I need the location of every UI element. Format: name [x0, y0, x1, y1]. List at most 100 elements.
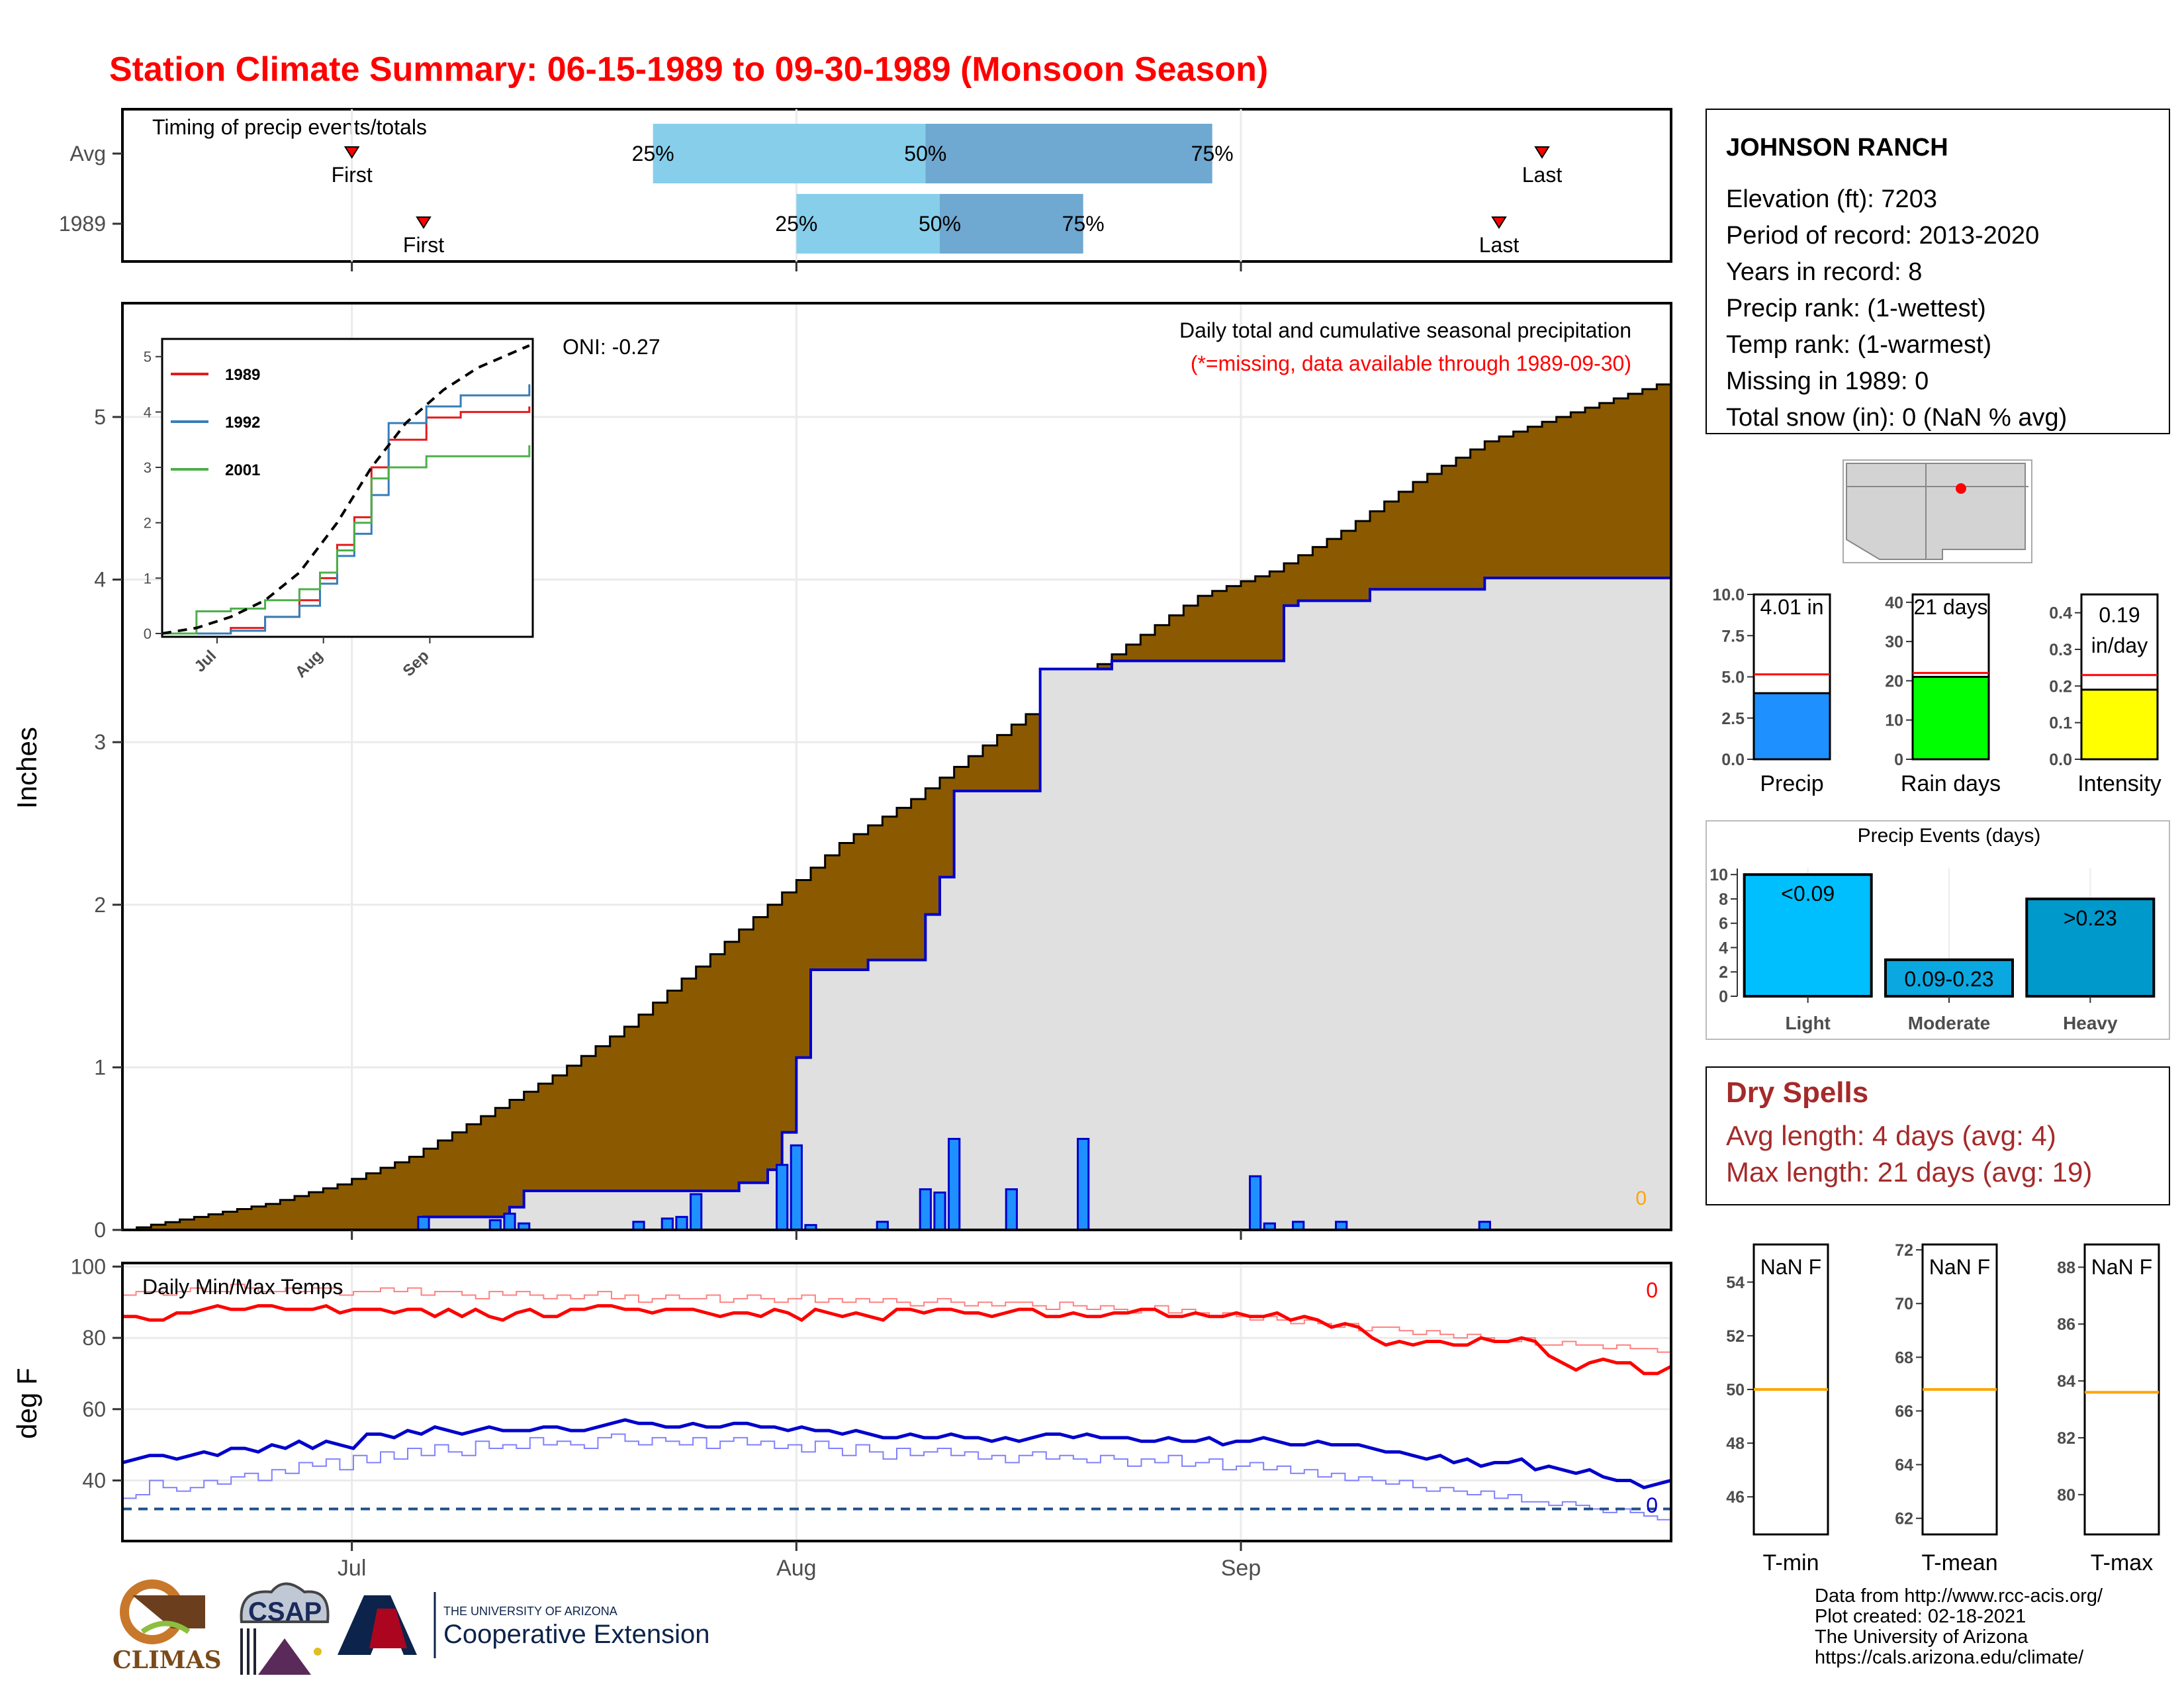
csap-logo-text: CSAP [248, 1597, 322, 1626]
last-label: Last [1522, 163, 1563, 187]
footer-line: Data from http://www.rcc-acis.org/ [1815, 1585, 2103, 1607]
footer-line: https://cals.arizona.edu/climate/ [1815, 1647, 2084, 1668]
dry-spells-box: Dry Spells Avg length: 4 days (avg: 4) M… [1706, 1066, 2170, 1205]
temp-box-label: T-min [1763, 1550, 1819, 1575]
events-bar-moderate [1884, 958, 2014, 998]
temp-box-y-tick-label: 46 [1726, 1488, 1745, 1507]
precip-y-tick-label: 3 [94, 730, 106, 754]
dry-spells-avg: Avg length: 4 days (avg: 4) [1726, 1120, 2056, 1151]
ua-logo-line2: Cooperative Extension [443, 1620, 709, 1649]
quartile-box-low [796, 194, 940, 254]
climas-logo: CLIMAS [113, 1579, 222, 1674]
daily-precip-bar [933, 1192, 946, 1231]
temp-box-y-tick-label: 82 [2057, 1429, 2075, 1448]
events-frame [1706, 820, 2170, 1040]
summary-y-tick-label: 5.0 [1721, 669, 1745, 687]
new-mexico-shape [1925, 463, 2026, 560]
arizona-shape [1846, 463, 1927, 560]
csap-logo: CSAP [240, 1582, 330, 1675]
tmax-missing-count: 0 [1646, 1278, 1658, 1302]
inset-legend-label: 1989 [225, 366, 260, 384]
daily-precip-bar [919, 1188, 932, 1231]
daily-precip-bar [1005, 1188, 1018, 1231]
tmin-missing-count: 0 [1646, 1493, 1658, 1517]
oni-value: ONI: -0.27 [563, 335, 660, 359]
station-info-box: JOHNSON RANCH Elevation (ft): 7203 Period… [1706, 109, 2170, 434]
timing-panel: Timing of precip events/totals Avg 25% 50%… [59, 108, 1672, 271]
events-bar-heavy [2025, 897, 2156, 998]
q50-label: 50% [904, 142, 946, 165]
station-info-line: Years in record: 8 [1726, 258, 1922, 286]
precip-annotation-title: Daily total and cumulative seasonal prec… [1179, 318, 1631, 342]
events-content: 0 2 4 6 8 10 <0.09 Light 0.09-0.23 Moderate >0.23 H… [1709, 866, 2156, 1033]
summary-value-label: 0.19 [2099, 603, 2140, 627]
temp-y-tick-label: 60 [82, 1397, 106, 1421]
summary-y-tick-label: 0.1 [2049, 714, 2072, 733]
precip-x-axis [351, 1230, 1242, 1240]
events-bar-label: >0.23 [2064, 906, 2117, 930]
dry-spells-title: Dry Spells [1726, 1076, 1868, 1109]
temp-box-label: T-mean [1921, 1550, 1997, 1575]
cumulative-1989-area [122, 577, 1672, 1231]
events-y-tick-label: 0 [1719, 988, 1728, 1006]
station-info-line: Missing in 1989: 0 [1726, 367, 1929, 395]
temp-box-frame [2083, 1243, 2160, 1536]
last-marker [1534, 146, 1550, 159]
events-category-label: Moderate [1908, 1013, 1990, 1033]
summary-y-tick-label: 7.5 [1721, 627, 1745, 645]
daily-precip-bar [948, 1137, 961, 1231]
daily-precip-bar [1249, 1175, 1262, 1231]
summary-bar-precip: 0.0 2.5 5.0 7.5 10.0 4.01 in Precip [1712, 586, 1831, 796]
precip-y-tick-label: 2 [94, 893, 106, 917]
temp-box-y-tick-label: 48 [1726, 1434, 1745, 1453]
summary-y-tick-label: 30 [1885, 633, 1903, 651]
q75-label: 75% [1062, 212, 1105, 236]
events-y-tick-label: 8 [1719, 890, 1728, 909]
tmin-avg-line [122, 1433, 1672, 1521]
temp-box-y-tick-label: 50 [1726, 1381, 1745, 1399]
temp-box-y-tick-label: 52 [1726, 1327, 1745, 1346]
summary-y-tick-label: 0.2 [2049, 677, 2072, 696]
quartile-box-high [940, 194, 1083, 254]
inset-y-tick-label: 2 [144, 515, 152, 532]
summary-value-label: 21 days [1913, 595, 1987, 619]
inset-avg-line [161, 344, 530, 635]
footer-line: The University of Arizona [1815, 1626, 2028, 1648]
temp-summary-boxes: 46 48 50 52 54 NaN F T-min 62 64 66 68 70 72 NaN F T-m… [1726, 1241, 2160, 1575]
summary-y-tick-label: 2.5 [1721, 710, 1745, 728]
inset-y-tick-label: 4 [144, 404, 152, 420]
temp-y-tick-label: 40 [82, 1468, 106, 1492]
station-location-dot [1956, 483, 1966, 494]
temp-box-y-tick-label: 70 [1895, 1295, 1913, 1313]
summary-value-bar [1752, 692, 1831, 761]
inset-series-1992 [162, 384, 531, 635]
summary-bars: 0.0 2.5 5.0 7.5 10.0 4.01 in Precip 0 10 20 30 40 21… [1712, 586, 2161, 796]
first-marker [343, 146, 360, 159]
temp-box-value-label: NaN F [1929, 1255, 1990, 1279]
summary-bar-label: Precip [1760, 771, 1823, 796]
q75-label: 75% [1191, 142, 1234, 165]
temp-box-y-tick-label: 62 [1895, 1510, 1913, 1528]
summary-y-tick-label: 40 [1885, 594, 1903, 612]
station-info-line: Total snow (in): 0 (NaN % avg) [1726, 404, 2067, 432]
temp-y-tick-label: 100 [71, 1254, 106, 1278]
ua-logo-line1: THE UNIVERSITY OF ARIZONA [443, 1605, 617, 1618]
summary-value-label: 4.01 in [1760, 595, 1823, 619]
tmin-1989-line [122, 1418, 1672, 1489]
temp-title: Daily Min/Max Temps [142, 1275, 343, 1299]
temp-lines [122, 1284, 1672, 1521]
summary-bar-frame [1911, 593, 1990, 761]
temp-y-label: deg F [11, 1368, 42, 1438]
page-title: Station Climate Summary: 06-15-1989 to 0… [109, 50, 1268, 89]
events-y-tick-label: 6 [1719, 915, 1728, 933]
events-y-tick-label: 4 [1719, 939, 1728, 957]
precip-frame [121, 302, 1672, 1231]
summary-bar-label: Rain days [1901, 771, 2001, 796]
inset-y-tick-label: 3 [144, 459, 152, 476]
first-label: First [332, 163, 373, 187]
q25-label: 25% [632, 142, 674, 165]
events-bar-label: 0.09-0.23 [1904, 967, 1993, 991]
inset-y-tick-label: 1 [144, 570, 152, 586]
